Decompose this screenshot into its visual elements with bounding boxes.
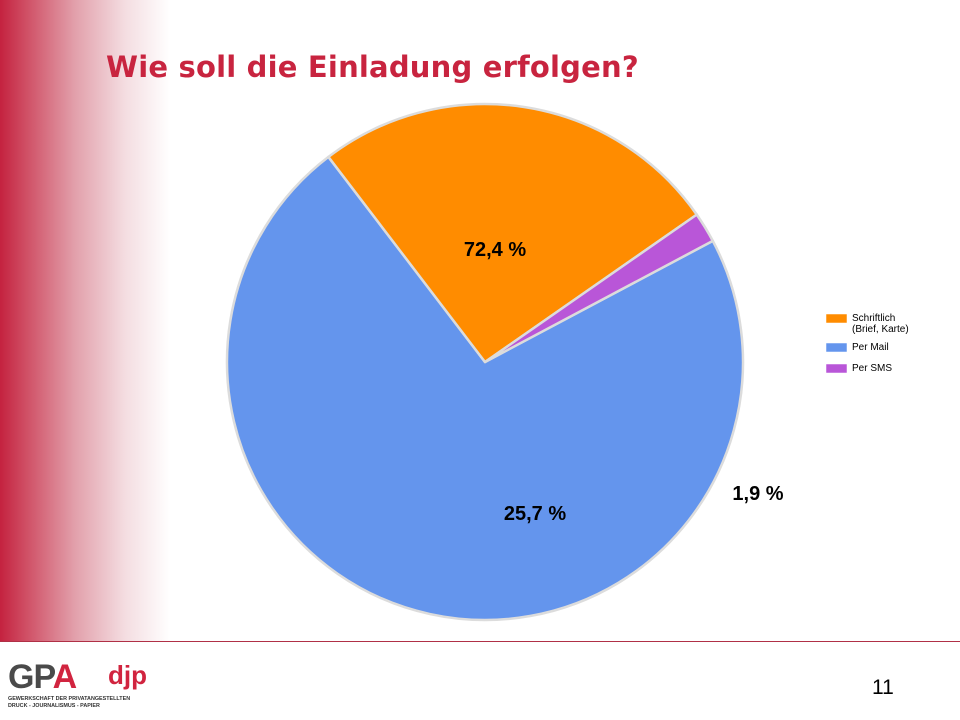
logo-gpa: GPA <box>8 658 77 696</box>
pie-slices <box>225 102 745 622</box>
pie-data-label: 72,4 % <box>464 239 526 261</box>
pie-data-label: 25,7 % <box>504 503 566 525</box>
legend-entry: Per Mail <box>825 342 889 353</box>
pie-chart: 72,4 % 25,7 % 1,9 % Schriftlich(Brief, Kar… <box>225 102 909 622</box>
legend-label: Per Mail <box>852 342 889 353</box>
chart-legend: Schriftlich(Brief, Karte) Per Mail Per SMS <box>825 313 909 374</box>
legend-entry: Schriftlich(Brief, Karte) <box>825 313 909 335</box>
legend-swatch <box>825 363 848 374</box>
legend-swatch <box>825 342 848 353</box>
logo-tagline-1: GEWERKSCHAFT DER PRIVATANGESTELLTEN <box>8 696 131 702</box>
page-number: 11 <box>872 676 894 699</box>
pie-labels: 72,4 % 25,7 % 1,9 % <box>464 239 784 525</box>
logo-tagline-2: DRUCK - JOURNALISMUS - PAPIER <box>8 703 100 709</box>
logo-djp: djp <box>108 660 147 690</box>
pie-data-label: 1,9 % <box>732 483 783 505</box>
footer-divider <box>0 641 960 642</box>
pie-slice-per-mail <box>225 155 745 622</box>
legend-entry: Per SMS <box>825 363 892 374</box>
slide-title: Wie soll die Einladung erfolgen? <box>106 50 639 84</box>
pie-slice-per-sms <box>483 213 715 364</box>
pie-slice-schriftlich <box>327 102 698 364</box>
legend-label-line-2: (Brief, Karte) <box>852 324 909 335</box>
side-gradient-decoration <box>0 0 170 642</box>
legend-label: Schriftlich <box>852 313 895 324</box>
legend-label: Per SMS <box>852 363 892 374</box>
legend-swatch <box>825 313 848 324</box>
gpa-djp-logo: GPA djp GEWERKSCHAFT DER PRIVATANGESTELL… <box>8 660 148 712</box>
